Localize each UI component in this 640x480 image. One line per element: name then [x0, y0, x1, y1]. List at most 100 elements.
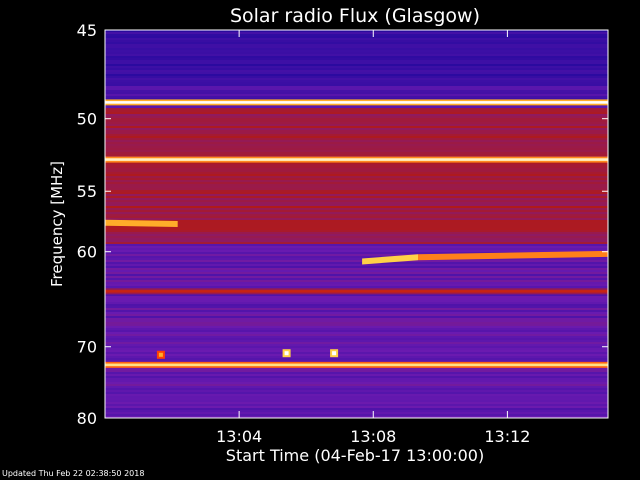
spectrum-row [105, 252, 608, 255]
radio-burst [105, 219, 178, 227]
spectrum-row [105, 202, 608, 205]
spectrum-row [105, 312, 608, 315]
spectrum-row [105, 258, 608, 261]
spectrum-row [105, 72, 608, 75]
chart-title: Solar radio Flux (Glasgow) [230, 5, 480, 27]
x-axis-label: Start Time (04-Feb-17 13:00:00) [226, 446, 484, 465]
spectrum-row [105, 330, 608, 333]
spectrum-row [105, 48, 608, 51]
spectrum-row [105, 254, 608, 257]
spectrum-row [105, 116, 608, 119]
y-tick-label: 55 [77, 182, 97, 201]
spectrum-row [105, 162, 608, 165]
spectrum-row [105, 168, 608, 171]
spectrum-row [105, 356, 608, 359]
spectrum-row [105, 86, 608, 89]
spectrum-row [105, 298, 608, 301]
spectrum-row [105, 182, 608, 185]
spectrum-row [105, 226, 608, 229]
spectrum-row [105, 76, 608, 79]
spectrum-row [105, 54, 608, 57]
spectrum-row [105, 240, 608, 243]
spectrum-row [105, 148, 608, 151]
spectrum-row [105, 106, 608, 109]
spectrogram-plot-area [105, 30, 608, 418]
spectrum-row [105, 132, 608, 135]
spectrum-row [105, 144, 608, 147]
spectrum-row [105, 180, 608, 183]
spectrum-row [105, 194, 608, 197]
spectrum-row [105, 306, 608, 309]
spectrum-row [105, 50, 608, 53]
y-tick-label: 70 [77, 338, 97, 357]
spectrum-row [105, 318, 608, 321]
spectrum-row [105, 214, 608, 217]
spectrum-row [105, 40, 608, 43]
spectrum-row [105, 328, 608, 331]
spectrum-row [105, 198, 608, 201]
spectrum-row [105, 218, 608, 221]
spectrum-row [105, 388, 608, 391]
spectrum-row [105, 280, 608, 283]
spectrum-row [105, 302, 608, 305]
spectrum-row [105, 284, 608, 287]
spectrum-row [105, 338, 608, 341]
spectrum-row [105, 346, 608, 349]
spectrum-row [105, 188, 608, 191]
spectrum-row [105, 206, 608, 209]
spectrum-row [105, 150, 608, 153]
y-axis-label: Frequency [MHz] [48, 161, 66, 287]
spectrum-row [105, 142, 608, 145]
x-tick-label: 13:12 [484, 427, 530, 446]
spectrum-row [105, 250, 608, 253]
spectrum-row [105, 90, 608, 93]
spectrum-row [105, 370, 608, 373]
spectrum-row [105, 204, 608, 207]
spectrum-row [105, 374, 608, 377]
spectrum-row [105, 354, 608, 357]
spectrum-row [105, 196, 608, 199]
spectrum-row [105, 316, 608, 319]
spectrum-row [105, 242, 608, 245]
spectrum-row [105, 270, 608, 273]
spectrum-row [105, 408, 608, 411]
y-tick-label: 80 [77, 409, 97, 428]
spectrum-row [105, 166, 608, 169]
spectrum-row [105, 94, 608, 97]
spectrum-row [105, 164, 608, 167]
spectrum-row [105, 236, 608, 239]
spectrum-row [105, 212, 608, 215]
spectrum-row [105, 260, 608, 263]
y-tick-label: 50 [77, 110, 97, 129]
spectrum-row [105, 392, 608, 395]
spectrum-row [105, 92, 608, 95]
spectrum-row [105, 190, 608, 193]
emission-band [105, 363, 608, 367]
spectrum-row [105, 140, 608, 143]
spectrum-row [105, 230, 608, 233]
spectrum-row [105, 110, 608, 113]
spectrum-row [105, 256, 608, 259]
spectrum-row [105, 324, 608, 327]
spectrum-row [105, 380, 608, 383]
spectrum-row [105, 134, 608, 137]
radio-burst [362, 254, 418, 265]
spectrum-row [105, 88, 608, 91]
spectrum-row [105, 264, 608, 267]
x-tick-label: 13:08 [350, 427, 396, 446]
spectrum-row [105, 184, 608, 187]
spectrum-row [105, 350, 608, 353]
radio-burst [418, 250, 608, 261]
x-axis: 13:04 13:08 13:12 [216, 30, 530, 446]
spectrum-row [105, 30, 608, 33]
spectrum-row [105, 70, 608, 73]
spectrum-row [105, 84, 608, 87]
spectrum-row [105, 294, 608, 297]
spectrum-row [105, 246, 608, 249]
y-tick-label: 60 [77, 243, 97, 262]
spectrum-row [105, 390, 608, 393]
spectrum-row [105, 320, 608, 323]
spectrum-row [105, 234, 608, 237]
spectrum-row [105, 98, 608, 101]
